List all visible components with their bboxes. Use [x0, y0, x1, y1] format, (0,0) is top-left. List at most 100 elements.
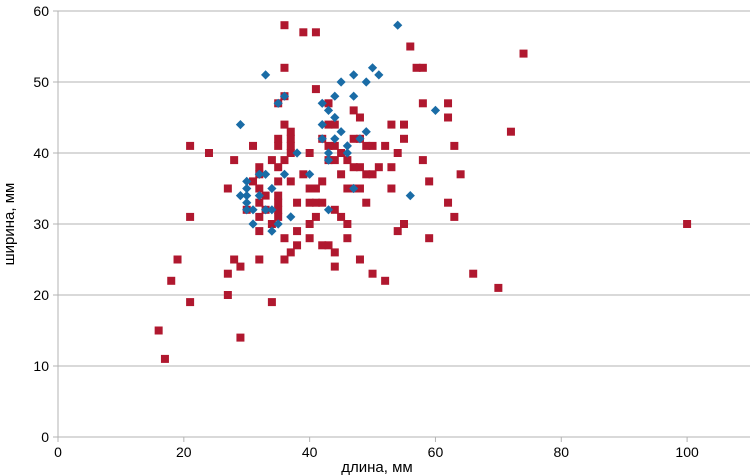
square-point	[425, 234, 434, 243]
square-point	[305, 184, 314, 193]
square-point	[236, 262, 245, 271]
square-point	[230, 255, 239, 264]
square-point	[349, 134, 358, 143]
diamond-point	[336, 127, 346, 137]
diamond-point	[355, 134, 365, 144]
square-point	[223, 184, 232, 193]
square-point	[324, 99, 333, 108]
square-point	[400, 134, 408, 143]
square-point	[230, 156, 239, 165]
square-point	[418, 63, 427, 72]
diamond-point	[336, 77, 346, 87]
square-point	[450, 141, 459, 150]
x-tick-label: 100	[675, 444, 699, 460]
square-point	[236, 333, 245, 342]
square-point	[318, 241, 327, 250]
square-point	[355, 113, 364, 122]
square-point	[324, 141, 333, 150]
square-point	[519, 49, 528, 58]
square-point	[393, 227, 402, 236]
square-point	[274, 134, 283, 143]
square-point	[368, 170, 377, 179]
diamond-point	[242, 183, 252, 194]
square-point	[293, 241, 302, 250]
square-point	[186, 212, 195, 221]
square-point	[362, 198, 371, 207]
y-tick-label: 50	[33, 74, 49, 90]
square-point	[267, 298, 276, 307]
square-point	[343, 156, 352, 165]
grid-lines	[58, 10, 750, 367]
diamond-point	[342, 141, 352, 151]
square-point	[274, 212, 283, 221]
diamond-point	[248, 205, 258, 215]
diamond-point	[349, 183, 359, 194]
square-point	[330, 262, 339, 271]
square-point	[299, 170, 308, 179]
y-tick-label: 20	[33, 287, 49, 303]
diamond-point	[242, 205, 252, 215]
square-point	[393, 149, 402, 157]
square-point	[387, 163, 396, 172]
diamond-point	[267, 205, 277, 215]
diamond-point	[405, 191, 415, 201]
square-point	[255, 227, 264, 236]
diamond-point	[430, 105, 441, 115]
square-point	[255, 255, 264, 264]
diamond-point	[279, 169, 290, 179]
square-point	[261, 191, 270, 200]
square-point	[311, 184, 320, 193]
square-point	[330, 120, 339, 129]
square-point	[311, 28, 320, 37]
square-point	[400, 220, 408, 228]
square-point	[274, 141, 283, 150]
x-tick-label: 40	[302, 444, 318, 460]
square-point	[355, 255, 364, 264]
x-tick-label: 20	[176, 444, 192, 460]
square-point	[255, 184, 264, 193]
square-point	[412, 63, 421, 72]
diamond-point	[242, 198, 252, 208]
square-point	[249, 177, 258, 186]
diamond-point	[317, 98, 327, 108]
diamond-point	[342, 148, 352, 158]
data-points	[154, 20, 692, 363]
square-point	[349, 106, 358, 115]
y-axis-title: ширина, мм	[1, 183, 18, 266]
square-point	[506, 127, 515, 136]
square-point	[255, 212, 264, 221]
diamond-point	[349, 91, 359, 101]
square-point	[355, 184, 364, 193]
square-point	[305, 220, 314, 228]
square-point	[311, 85, 320, 94]
diamond-point	[261, 70, 271, 80]
square-point	[293, 227, 302, 236]
square-point	[280, 234, 289, 243]
diamond-point	[261, 205, 271, 215]
x-axis-ticks: 0 20 40 60 80 100	[54, 437, 699, 460]
series-1	[154, 21, 692, 363]
square-point	[337, 170, 346, 179]
square-point	[406, 42, 415, 51]
square-point	[274, 163, 283, 172]
square-point	[330, 248, 339, 257]
square-point	[355, 163, 364, 172]
diamond-point	[254, 169, 264, 179]
square-point	[456, 170, 465, 179]
diamond-point	[367, 63, 378, 73]
diamond-point	[242, 191, 252, 201]
diamond-point	[279, 91, 290, 101]
y-tick-label: 0	[41, 429, 49, 445]
square-point	[154, 326, 163, 335]
square-point	[362, 170, 371, 179]
diamond-point	[323, 155, 334, 165]
square-point	[274, 198, 283, 207]
diamond-point	[374, 70, 384, 80]
square-point	[368, 141, 377, 150]
square-point	[387, 184, 396, 193]
square-point	[173, 255, 182, 264]
square-point	[186, 298, 195, 307]
y-tick-label: 60	[33, 3, 49, 19]
x-tick-label: 60	[428, 444, 444, 460]
